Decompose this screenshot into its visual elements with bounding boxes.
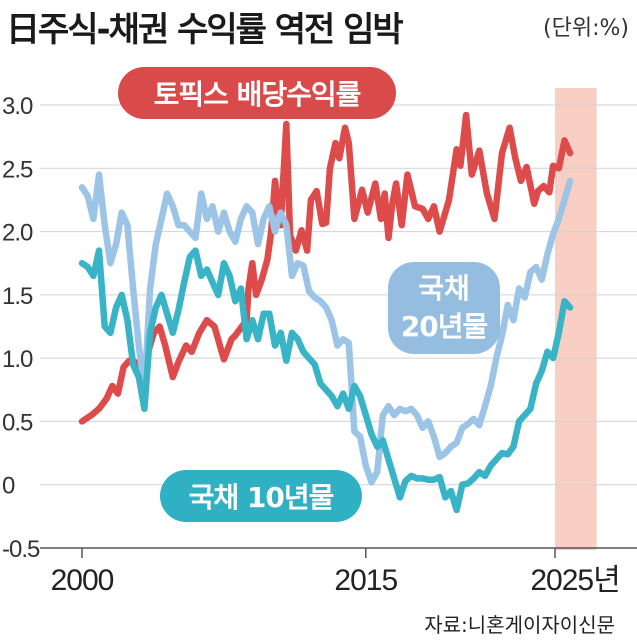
x-tick-label: 2015 — [334, 564, 397, 597]
y-tick-label: -0.5 — [2, 536, 40, 563]
chart-title: 日주식-채권 수익률 역전 임박 — [6, 10, 404, 50]
jgb20-label-line2: 20년물 — [401, 310, 488, 343]
topix-line — [78, 111, 574, 425]
jgb10-line — [78, 247, 574, 514]
y-tick-label: 2.5 — [2, 156, 33, 183]
y-tick-label: 1.5 — [2, 283, 33, 310]
y-tick-label: 3.0 — [2, 93, 33, 120]
y-tick-label: 2.0 — [2, 220, 33, 247]
y-tick-label: 0.5 — [2, 409, 33, 436]
unit-label: (단위:%) — [543, 16, 629, 41]
y-tick-label: 0 — [2, 473, 15, 500]
x-tick-label: 2000 — [51, 564, 114, 597]
axis-layer: 3.0 2.5 2.0 1.5 1.0 0.5 0 -0.5 2000 2015 2025년 — [2, 93, 637, 597]
series-layer — [78, 111, 574, 514]
y-tick-label: 1.0 — [2, 346, 33, 373]
jgb20-line — [78, 171, 574, 486]
x-tick-label: 2025년 — [530, 564, 619, 597]
jgb10-label-badge — [160, 470, 362, 522]
topix-label-badge — [118, 67, 396, 119]
jgb10-label: 국채 10년물 — [189, 481, 334, 514]
source-note: 자료:니혼게이자이신문 — [424, 613, 615, 637]
jgb20-label-badge — [388, 262, 500, 354]
jgb20-label-line1: 국채 — [418, 272, 470, 305]
topix-label: 토픽스 배당수익률 — [154, 78, 361, 111]
